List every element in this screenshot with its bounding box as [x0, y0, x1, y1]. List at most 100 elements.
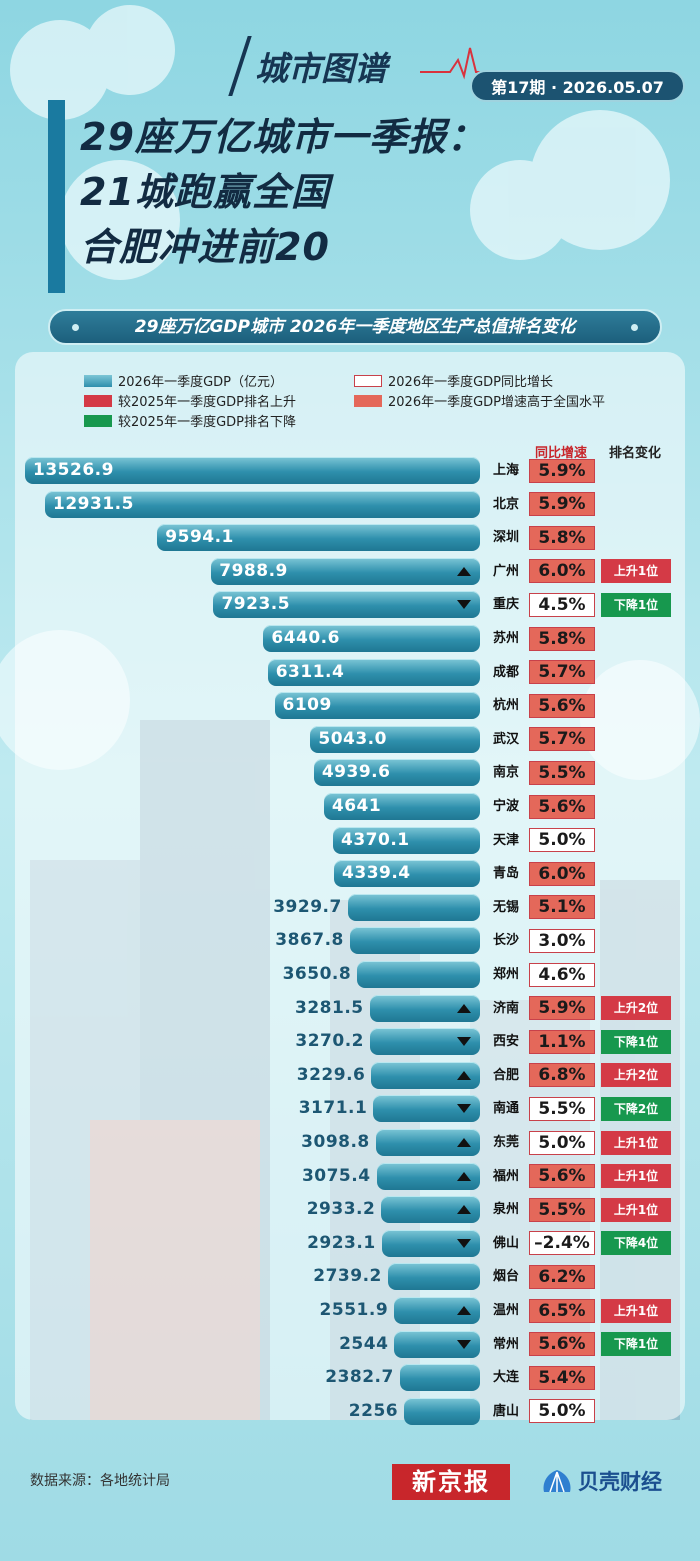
- legend-gdp: 2026年一季度GDP（亿元）: [84, 371, 283, 390]
- gdp-value-label: 6440.6: [271, 628, 340, 648]
- gdp-bar: [387, 1263, 480, 1291]
- city-label: 广州: [492, 563, 519, 579]
- city-label: 宁波: [492, 799, 519, 814]
- legend-swatch: [84, 414, 112, 427]
- city-label: 南通: [492, 1101, 519, 1117]
- gdp-value-label: 3929.7: [273, 896, 342, 917]
- chart-subtitle-bar: 29座万亿GDP城市 2026年一季度地区生产总值排名变化: [48, 309, 662, 345]
- legend-label: 较2025年一季度GDP排名下降: [118, 415, 297, 430]
- issue-badge: 第17期 · 2026.05.07: [470, 70, 685, 102]
- growth-rate-label: 5.5%: [529, 760, 595, 785]
- growth-rate-label: 5.0%: [529, 1130, 595, 1155]
- rank-change-badge: 上升1位: [601, 1197, 671, 1222]
- brand-title: 城市图谱: [255, 49, 387, 88]
- shell-icon: [543, 1470, 571, 1493]
- rank-change-badge: 上升1位: [601, 559, 671, 584]
- rank-change-badge: 上升2位: [601, 1063, 671, 1088]
- gdp-bar: [263, 625, 480, 652]
- city-label: 福州: [492, 1168, 519, 1184]
- city-label: 郑州: [492, 967, 519, 982]
- rank-change-badge: 下降2位: [601, 1096, 671, 1121]
- growth-rate-label: 5.5%: [529, 1197, 595, 1222]
- data-source: 数据来源：各地统计局: [30, 1473, 170, 1489]
- gdp-value-label: 2923.1: [307, 1232, 376, 1253]
- gdp-value-label: 3867.8: [275, 930, 344, 951]
- gdp-bar: [399, 1364, 480, 1392]
- city-label: 西安: [492, 1034, 519, 1050]
- legend-rank-up: 较2025年一季度GDP排名上升: [84, 391, 296, 410]
- gdp-value-label: 3229.6: [296, 1064, 366, 1085]
- growth-rate-label: 6.0%: [529, 861, 595, 886]
- gdp-value-label: 7923.5: [221, 594, 291, 615]
- growth-rate-label: 5.0%: [529, 828, 595, 853]
- city-label: 温州: [492, 1303, 519, 1318]
- title-line: 29座万亿城市一季报：: [80, 115, 486, 159]
- gdp-bar: [211, 557, 480, 585]
- gdp-bar: [310, 725, 480, 753]
- gdp-value-label: 4939.6: [321, 762, 391, 783]
- rank-down-arrow-icon: [457, 1339, 471, 1349]
- gdp-bar: [347, 893, 480, 921]
- rank-down-arrow-icon: [457, 1037, 471, 1047]
- city-label: 长沙: [492, 933, 519, 949]
- city-label: 常州: [492, 1336, 519, 1352]
- gdp-bar: [157, 524, 480, 552]
- legend-swatch: [354, 394, 382, 407]
- title-accent-bar: [48, 100, 65, 293]
- growth-rate-label: 5.8%: [529, 626, 595, 651]
- rank-up-arrow-icon: [457, 1003, 471, 1013]
- city-label: 苏州: [492, 631, 519, 646]
- logo-text: 贝壳财经: [578, 1470, 662, 1494]
- growth-rate-label: 3.0%: [529, 928, 595, 953]
- gdp-value-label: 3171.1: [298, 1098, 368, 1119]
- growth-rate-label: 5.9%: [529, 458, 595, 483]
- legend-swatch: [84, 374, 112, 387]
- growth-rate-label: 6.5%: [529, 1298, 595, 1323]
- legend-growth: 2026年一季度GDP同比增长: [354, 371, 553, 390]
- city-label: 唐山: [492, 1403, 519, 1419]
- growth-rate-label: 4.5%: [529, 592, 595, 617]
- gdp-value-label: 2739.2: [313, 1266, 382, 1287]
- gdp-bar: [274, 692, 480, 720]
- title-line: 合肥冲进前20: [80, 225, 330, 269]
- city-label: 杭州: [492, 698, 519, 714]
- gdp-bar: [333, 826, 480, 854]
- growth-rate-label: 5.0%: [529, 1399, 595, 1424]
- city-label: 青岛: [492, 866, 519, 882]
- legend-label: 2026年一季度GDP增速高于全国水平: [388, 395, 606, 410]
- city-label: 东莞: [492, 1135, 519, 1150]
- gdp-bar: [313, 759, 480, 787]
- gdp-bar: [25, 457, 480, 484]
- gdp-value-label: 4370.1: [341, 829, 410, 850]
- city-label: 烟台: [492, 1269, 519, 1285]
- gdp-bar: [45, 490, 480, 518]
- rank-down-arrow-icon: [457, 600, 471, 610]
- gdp-value-label: 2256: [348, 1400, 399, 1421]
- growth-rate-label: 5.6%: [529, 1332, 595, 1357]
- growth-rate-label: 5.4%: [529, 1365, 595, 1390]
- city-label: 天津: [492, 832, 519, 848]
- city-label: 武汉: [492, 731, 519, 747]
- rank-change-badge: 上升1位: [601, 1130, 671, 1155]
- city-label: 重庆: [492, 597, 519, 613]
- growth-rate-label: 5.1%: [529, 895, 595, 920]
- gdp-value-label: 3281.5: [295, 997, 364, 1018]
- gdp-value-label: 2933.2: [306, 1199, 376, 1220]
- rank-change-badge: 下降4位: [601, 1231, 671, 1256]
- city-label: 合肥: [492, 1067, 519, 1083]
- legend-label: 较2025年一季度GDP排名上升: [118, 395, 297, 410]
- gdp-value-label: 3098.8: [301, 1132, 370, 1152]
- gdp-value-label: 3270.2: [295, 1031, 364, 1052]
- growth-rate-label: 5.6%: [529, 1164, 595, 1189]
- growth-rate-label: 5.9%: [529, 492, 595, 517]
- rank-up-arrow-icon: [457, 1171, 471, 1181]
- legend-label: 2026年一季度GDP同比增长: [388, 375, 554, 390]
- city-label: 深圳: [492, 530, 519, 546]
- gdp-bar: [323, 793, 480, 820]
- growth-rate-label: 5.7%: [529, 727, 595, 752]
- gdp-value-label: 12931.5: [53, 493, 134, 514]
- rank-change-badge: 上升1位: [601, 1298, 671, 1323]
- city-label: 无锡: [492, 899, 519, 915]
- legend-swatch: [354, 374, 382, 387]
- rank-down-arrow-icon: [457, 1104, 471, 1114]
